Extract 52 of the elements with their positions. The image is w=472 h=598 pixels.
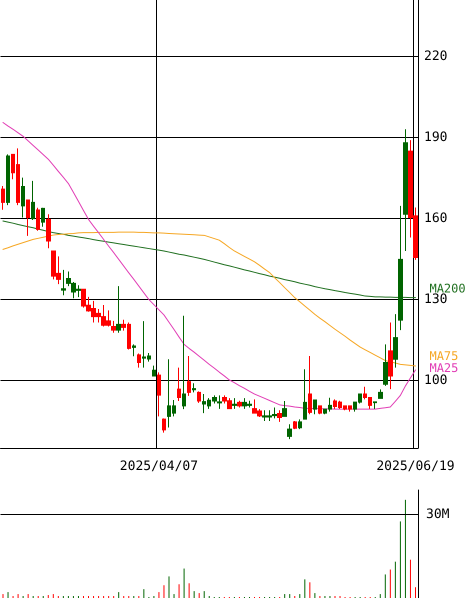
candlestick	[388, 322, 393, 390]
candlestick	[182, 315, 186, 410]
x-tick-label: 2025/06/19	[376, 459, 455, 474]
candlestick	[137, 353, 141, 368]
y-tick-label: 190	[424, 130, 448, 146]
candlestick	[237, 400, 242, 408]
candlestick	[36, 207, 40, 232]
y-tick-label: 160	[424, 211, 448, 226]
candlestick	[26, 199, 30, 236]
series-label: MA25	[429, 361, 458, 376]
y-tick-label: 220	[424, 49, 448, 64]
candlestick	[383, 344, 388, 386]
x-tick-label: 2025/04/07	[120, 459, 198, 474]
candlestick	[177, 367, 181, 402]
candlestick	[116, 286, 121, 334]
candlestick	[46, 214, 51, 249]
candlestick	[132, 344, 136, 357]
candlestick	[41, 207, 45, 228]
candlestick	[111, 320, 116, 334]
candlestick	[298, 418, 302, 430]
candlestick	[303, 368, 307, 420]
line-series	[2, 232, 416, 366]
candlestick	[197, 390, 201, 404]
candlestick	[308, 355, 312, 415]
candlestick	[313, 399, 317, 415]
candlestick	[373, 401, 377, 410]
candlestick	[1, 185, 5, 210]
candlestick	[217, 394, 222, 410]
candlestick	[31, 180, 35, 220]
series-label: MA75	[429, 348, 458, 363]
candlestick	[187, 355, 191, 396]
candlestick	[6, 154, 10, 206]
ref-line-label: 30M	[426, 507, 450, 522]
candlestick	[192, 382, 196, 393]
candlestick	[287, 424, 292, 440]
candlestick	[398, 205, 403, 331]
line-series	[2, 220, 416, 298]
candlestick	[61, 269, 66, 296]
candlestick	[318, 405, 322, 415]
y-tick-label: 100	[424, 373, 448, 388]
candlestick	[152, 365, 156, 377]
candlestick	[162, 418, 166, 434]
candlestick	[232, 398, 237, 410]
candlestick	[282, 400, 287, 417]
candlestick	[277, 410, 282, 422]
candlestick	[157, 372, 161, 417]
candlestick	[378, 388, 383, 399]
candlestick	[293, 420, 297, 430]
candlestick	[393, 314, 398, 368]
line-series	[2, 122, 416, 410]
candlestick	[403, 128, 408, 252]
candlestick	[21, 177, 25, 218]
